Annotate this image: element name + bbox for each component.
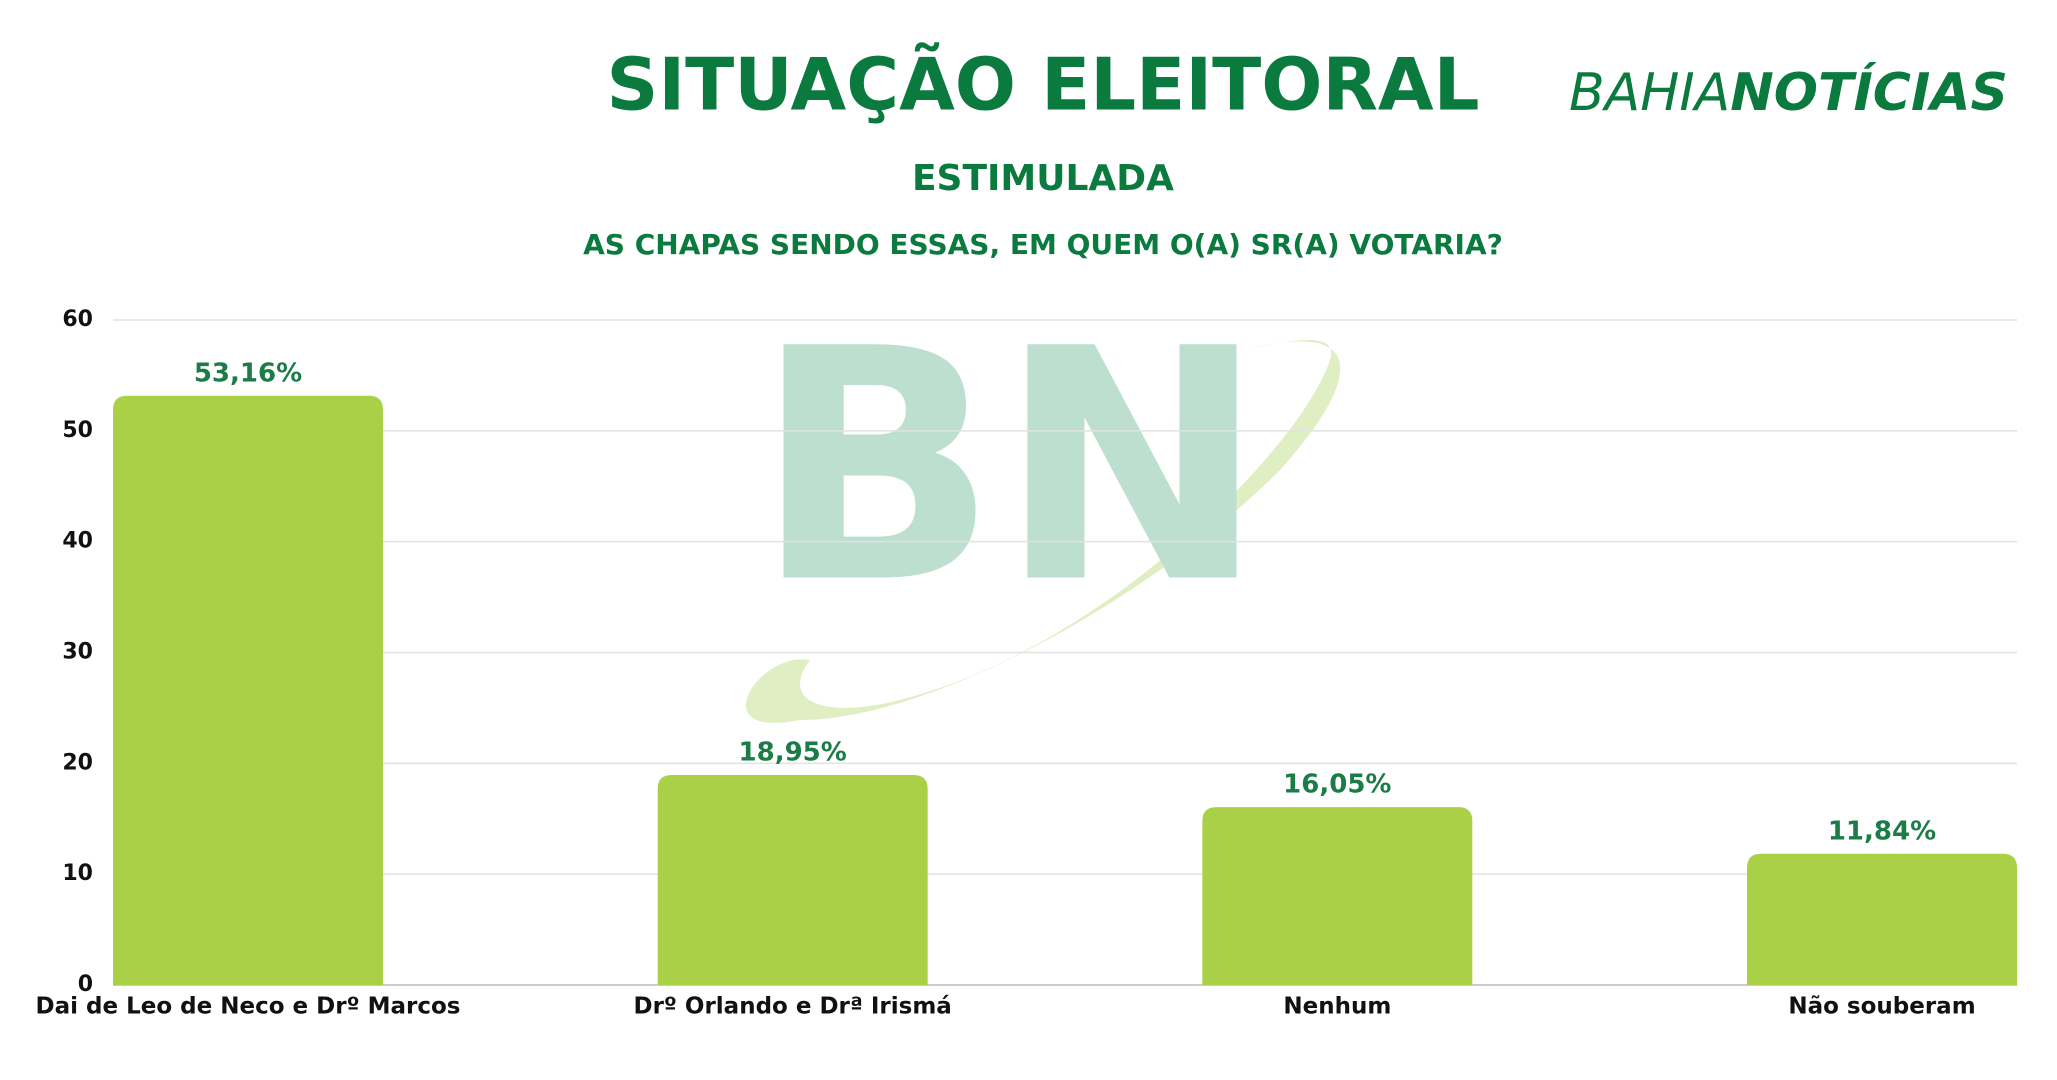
bar (657, 774, 928, 985)
brand-part: NOTÍCIAS (1730, 62, 2008, 123)
y-tick-label: 50 (62, 418, 93, 443)
brand-logo: BAHIANOTÍCIAS (1569, 62, 2008, 123)
watermark: BN (745, 282, 1341, 723)
value-label: 18,95% (739, 737, 847, 767)
watermark-text: BN (754, 282, 1266, 654)
y-tick-label: 0 (78, 972, 93, 997)
chart-question: AS CHAPAS SENDO ESSAS, EM QUEM O(A) SR(A… (583, 228, 1503, 261)
y-tick-label: 10 (62, 861, 93, 886)
x-tick-label: Dai de Leo de Neco e Drº Marcos (36, 994, 461, 1020)
bar (1747, 853, 2017, 985)
x-tick-label: Não souberam (1788, 994, 1975, 1020)
value-label: 16,05% (1283, 770, 1391, 800)
value-label: 53,16% (194, 358, 302, 388)
chart-title: SITUAÇÃO ELEITORAL (607, 43, 1480, 127)
brand-part: BAHIA (1569, 63, 1730, 123)
x-tick-label: Drº Orlando e Drª Irismá (633, 994, 951, 1020)
y-tick-label: 30 (62, 640, 93, 665)
y-tick-label: 20 (62, 750, 93, 775)
bar (113, 395, 383, 985)
x-tick-label: Nenhum (1283, 994, 1391, 1020)
y-tick-label: 60 (62, 307, 93, 332)
value-label: 11,84% (1828, 816, 1936, 846)
chart-subtitle: ESTIMULADA (912, 158, 1174, 199)
bar (1202, 807, 1473, 985)
y-tick-label: 40 (62, 529, 93, 554)
